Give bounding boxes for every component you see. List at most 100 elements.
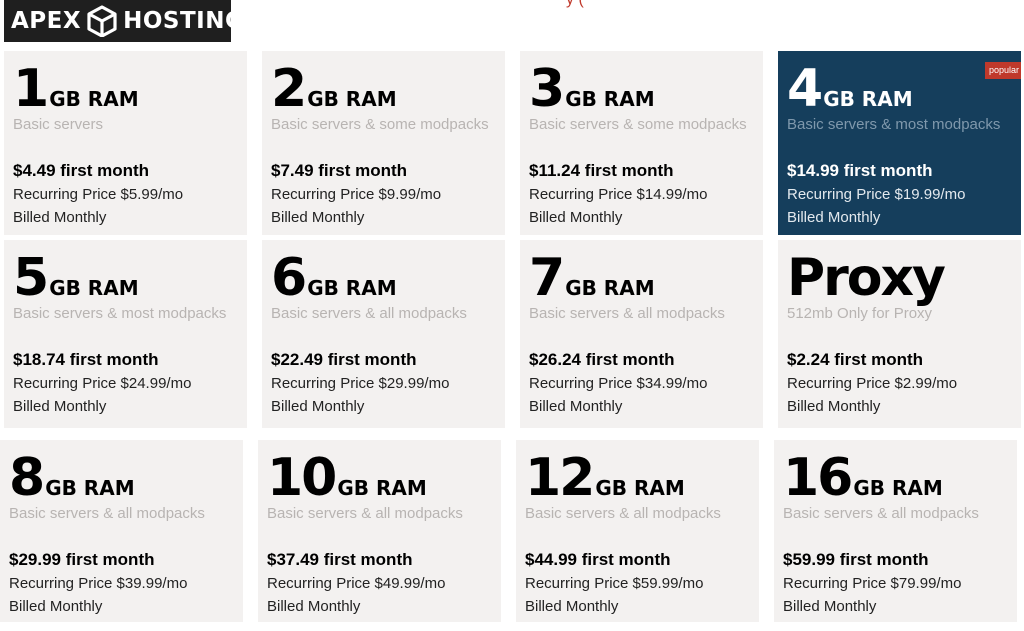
plan-billing-cycle: Billed Monthly	[271, 209, 365, 226]
plan-description: Basic servers & all modpacks	[525, 505, 721, 522]
plan-first-month-price: $2.24 first month	[787, 350, 924, 369]
plan-size-unit: GB RAM	[45, 476, 135, 500]
plan-description: Basic servers	[13, 116, 104, 133]
plan-card-proxy[interactable]: Proxy 512mb Only for Proxy $2.24 first m…	[778, 240, 1021, 428]
plan-first-month-price: $18.74 first month	[13, 350, 159, 369]
plan-size-unit: GB RAM	[307, 87, 397, 111]
plan-description: Basic servers & some modpacks	[271, 116, 489, 133]
plan-card-3gb[interactable]: 3 GB RAM Basic servers & some modpacks $1…	[520, 51, 763, 235]
plan-recurring-price: Recurring Price $24.99/mo	[13, 375, 192, 392]
plan-size-unit: GB RAM	[823, 87, 913, 111]
plan-size: 5 GB RAM	[13, 252, 139, 304]
plan-size-unit: GB RAM	[49, 276, 139, 300]
plan-card-5gb[interactable]: 5 GB RAM Basic servers & most modpacks $1…	[4, 240, 247, 428]
plan-billing-cycle: Billed Monthly	[783, 598, 877, 615]
plan-size: 12 GB RAM	[525, 452, 685, 504]
plan-recurring-price: Recurring Price $79.99/mo	[783, 575, 962, 592]
plan-first-month-price: $14.99 first month	[787, 161, 933, 180]
plan-recurring-price: Recurring Price $29.99/mo	[271, 375, 450, 392]
plan-recurring-price: Recurring Price $9.99/mo	[271, 186, 442, 203]
plan-size-number: 8	[9, 448, 45, 508]
plan-billing-cycle: Billed Monthly	[529, 209, 623, 226]
plan-size-number: 6	[271, 248, 307, 308]
plan-size: 3 GB RAM	[529, 63, 655, 115]
plan-description: Basic servers & most modpacks	[787, 116, 1001, 133]
plan-card-12gb[interactable]: 12 GB RAM Basic servers & all modpacks $4…	[516, 440, 759, 622]
brand-name-right: HOSTING	[123, 8, 245, 34]
plan-card-1gb[interactable]: 1 GB RAM Basic servers $4.49 first month …	[4, 51, 247, 235]
plan-first-month-price: $26.24 first month	[529, 350, 675, 369]
header-partial-text: y (	[566, 0, 584, 9]
plan-recurring-price: Recurring Price $34.99/mo	[529, 375, 708, 392]
plan-recurring-price: Recurring Price $59.99/mo	[525, 575, 704, 592]
plan-size-number: 1	[13, 59, 49, 119]
plan-description: 512mb Only for Proxy	[787, 305, 933, 322]
plan-recurring-price: Recurring Price $19.99/mo	[787, 186, 966, 203]
plan-billing-cycle: Billed Monthly	[787, 398, 881, 415]
plan-first-month-price: $29.99 first month	[9, 550, 155, 569]
plan-billing-cycle: Billed Monthly	[267, 598, 361, 615]
plan-size-unit: GB RAM	[337, 476, 427, 500]
plan-size-unit: GB RAM	[49, 87, 139, 111]
plan-card-10gb[interactable]: 10 GB RAM Basic servers & all modpacks $3…	[258, 440, 501, 622]
plan-billing-cycle: Billed Monthly	[529, 398, 623, 415]
plan-first-month-price: $7.49 first month	[271, 161, 408, 180]
plan-size: 1 GB RAM	[13, 63, 139, 115]
plan-size: 2 GB RAM	[271, 63, 397, 115]
plan-recurring-price: Recurring Price $14.99/mo	[529, 186, 708, 203]
plan-billing-cycle: Billed Monthly	[787, 209, 881, 226]
plan-size-unit: GB RAM	[595, 476, 685, 500]
plan-first-month-price: $22.49 first month	[271, 350, 417, 369]
plan-size-number: 16	[783, 448, 853, 508]
plan-size-number: 2	[271, 59, 307, 119]
plan-size-number: 7	[529, 248, 565, 308]
plan-description: Basic servers & all modpacks	[267, 505, 463, 522]
plan-card-16gb[interactable]: 16 GB RAM Basic servers & all modpacks $5…	[774, 440, 1017, 622]
plan-description: Basic servers & all modpacks	[271, 305, 467, 322]
plan-card-7gb[interactable]: 7 GB RAM Basic servers & all modpacks $26…	[520, 240, 763, 428]
plan-billing-cycle: Billed Monthly	[13, 398, 107, 415]
plan-size-number: 3	[529, 59, 565, 119]
plan-size: 8 GB RAM	[9, 452, 135, 504]
plan-size-number: 5	[13, 248, 49, 308]
plan-size-number: 12	[525, 448, 595, 508]
plan-card-8gb[interactable]: 8 GB RAM Basic servers & all modpacks $29…	[0, 440, 243, 622]
plan-recurring-price: Recurring Price $49.99/mo	[267, 575, 446, 592]
plan-billing-cycle: Billed Monthly	[9, 598, 103, 615]
plan-billing-cycle: Billed Monthly	[13, 209, 107, 226]
plan-size-unit: GB RAM	[565, 87, 655, 111]
plan-size-number: Proxy	[787, 248, 946, 308]
plan-recurring-price: Recurring Price $2.99/mo	[787, 375, 958, 392]
plan-card-2gb[interactable]: 2 GB RAM Basic servers & some modpacks $7…	[262, 51, 505, 235]
plan-size-unit: GB RAM	[307, 276, 397, 300]
plan-first-month-price: $59.99 first month	[783, 550, 929, 569]
plan-description: Basic servers & most modpacks	[13, 305, 227, 322]
plan-card-4gb[interactable]: popular 4 GB RAM Basic servers & most mod…	[778, 51, 1021, 235]
brand-logo[interactable]: APEX HOSTING	[4, 0, 244, 42]
brand-name-left: APEX	[11, 8, 82, 34]
plan-size: 7 GB RAM	[529, 252, 655, 304]
plan-size-unit: GB RAM	[853, 476, 943, 500]
popular-badge: popular	[985, 62, 1021, 79]
plan-size: 10 GB RAM	[267, 452, 427, 504]
plan-size: 16 GB RAM	[783, 452, 943, 504]
plan-size-number: 10	[267, 448, 337, 508]
plan-size-unit: GB RAM	[565, 276, 655, 300]
plan-description: Basic servers & all modpacks	[529, 305, 725, 322]
plan-first-month-price: $37.49 first month	[267, 550, 413, 569]
plan-recurring-price: Recurring Price $39.99/mo	[9, 575, 188, 592]
plan-description: Basic servers & all modpacks	[783, 505, 979, 522]
cube-icon	[87, 5, 117, 37]
plan-size: Proxy	[787, 252, 946, 304]
plan-card-6gb[interactable]: 6 GB RAM Basic servers & all modpacks $22…	[262, 240, 505, 428]
plan-billing-cycle: Billed Monthly	[525, 598, 619, 615]
plan-first-month-price: $4.49 first month	[13, 161, 150, 180]
plan-size-number: 4	[787, 59, 823, 119]
plan-description: Basic servers & all modpacks	[9, 505, 205, 522]
plan-first-month-price: $44.99 first month	[525, 550, 671, 569]
plan-size: 6 GB RAM	[271, 252, 397, 304]
plan-description: Basic servers & some modpacks	[529, 116, 747, 133]
plan-recurring-price: Recurring Price $5.99/mo	[13, 186, 184, 203]
plan-first-month-price: $11.24 first month	[529, 161, 674, 180]
plan-billing-cycle: Billed Monthly	[271, 398, 365, 415]
